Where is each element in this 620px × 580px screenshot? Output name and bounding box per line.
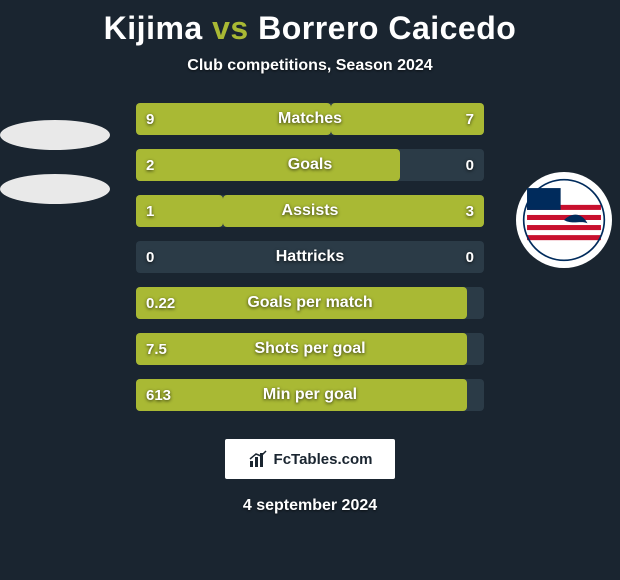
player2-name: Borrero Caicedo <box>258 10 516 46</box>
watermark-text: FcTables.com <box>274 451 373 468</box>
chart-icon <box>248 449 268 469</box>
stat-label: Min per goal <box>136 379 484 411</box>
stat-row: 20Goals <box>136 149 484 181</box>
stat-label: Goals <box>136 149 484 181</box>
stat-row: 7.5Shots per goal <box>136 333 484 365</box>
stat-label: Hattricks <box>136 241 484 273</box>
revolution-logo-icon <box>522 178 606 262</box>
stat-label: Goals per match <box>136 287 484 319</box>
date-label: 4 september 2024 <box>0 497 620 515</box>
team-logo-placeholder <box>0 120 110 150</box>
stat-row: 0.22Goals per match <box>136 287 484 319</box>
stat-label: Matches <box>136 103 484 135</box>
stat-row: 00Hattricks <box>136 241 484 273</box>
comparison-title: Kijima vs Borrero Caicedo <box>0 0 620 51</box>
watermark: FcTables.com <box>225 439 395 479</box>
stat-row: 13Assists <box>136 195 484 227</box>
subtitle: Club competitions, Season 2024 <box>0 57 620 75</box>
stats-bars: 97Matches 20Goals 13Assists 00Hattricks 0.22… <box>136 103 484 411</box>
team-logo-placeholder <box>0 174 110 204</box>
stat-row: 97Matches <box>136 103 484 135</box>
left-team-placeholders <box>0 120 110 228</box>
stat-label: Shots per goal <box>136 333 484 365</box>
player1-name: Kijima <box>104 10 203 46</box>
stat-row: 613Min per goal <box>136 379 484 411</box>
right-team-logo <box>516 172 612 268</box>
stat-label: Assists <box>136 195 484 227</box>
vs-label: vs <box>212 10 249 46</box>
